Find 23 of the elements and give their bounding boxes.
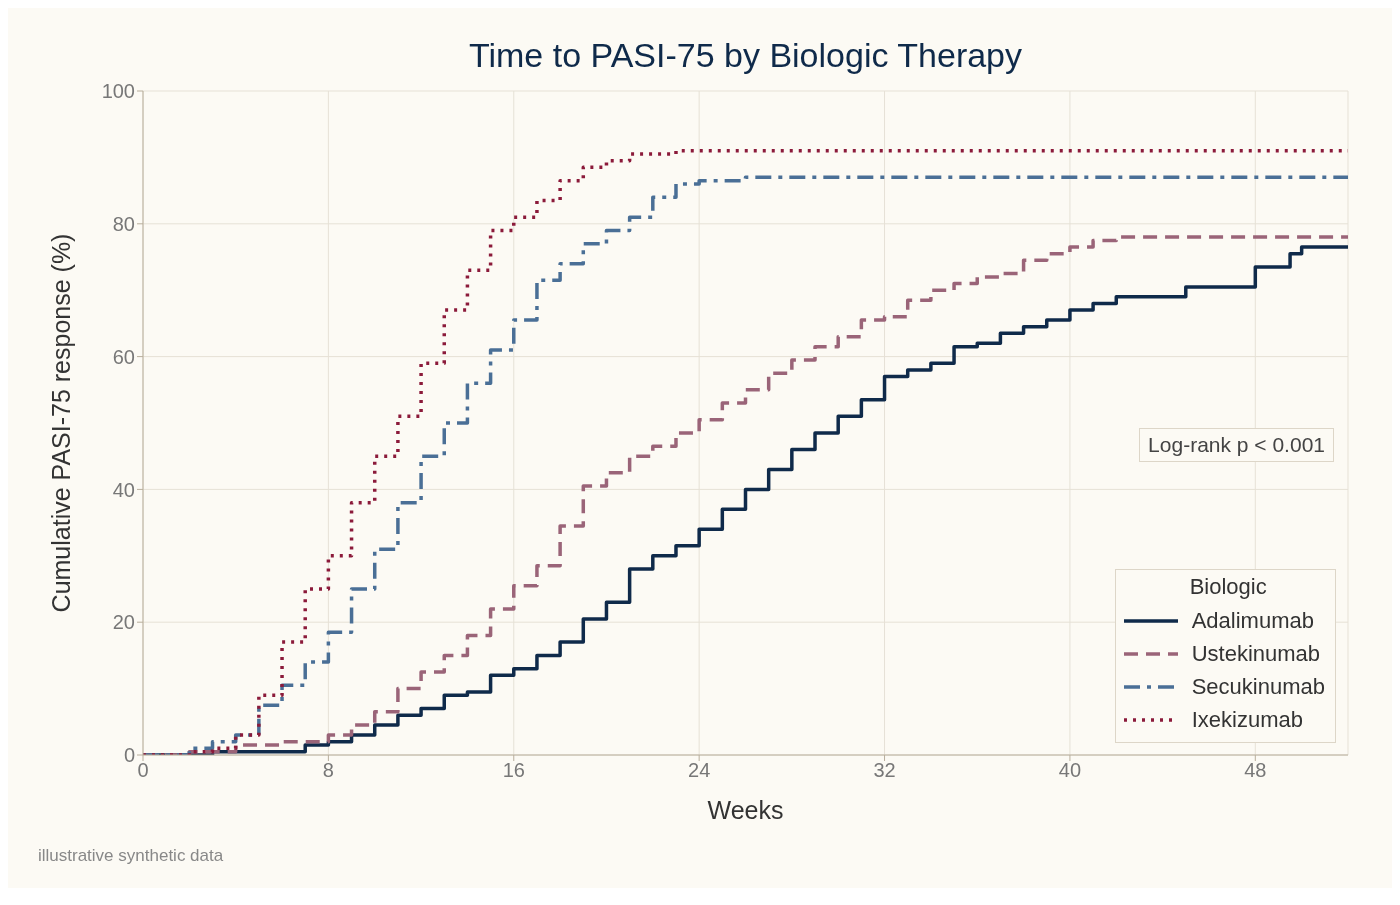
legend-title: Biologic [1189,574,1268,600]
x-tick-label: 8 [322,759,334,782]
y-tick-label: 40 [112,478,135,501]
x-tick-label: 48 [1244,759,1267,782]
y-tick-label: 100 [101,80,135,103]
y-tick-label: 20 [112,611,135,634]
y-axis-title: Cumulative PASI-75 response (%) [46,233,75,613]
x-tick-label: 24 [688,759,711,782]
legend-label: Ustekinumab [1191,640,1321,667]
annotation: Log-rank p < 0.001 [1139,428,1334,462]
y-tick-label: 60 [112,345,135,368]
text: illustrative synthetic data [38,846,224,866]
x-axis-title: Weeks [707,796,784,824]
legend-label: Adalimumab [1191,607,1314,634]
x-tick-label: 40 [1058,759,1082,782]
y-tick-label: 0 [123,744,135,767]
y-tick-label: 80 [112,212,135,235]
chart-title: Time to PASI-75 by Biologic Therapy [467,36,1024,75]
x-tick-label: 32 [873,759,896,782]
x-tick-label: 16 [502,759,525,782]
x-tick-label: 0 [137,759,149,782]
legend-label: Ixekizumab [1191,706,1303,733]
legend-label: Secukinumab [1191,673,1325,700]
